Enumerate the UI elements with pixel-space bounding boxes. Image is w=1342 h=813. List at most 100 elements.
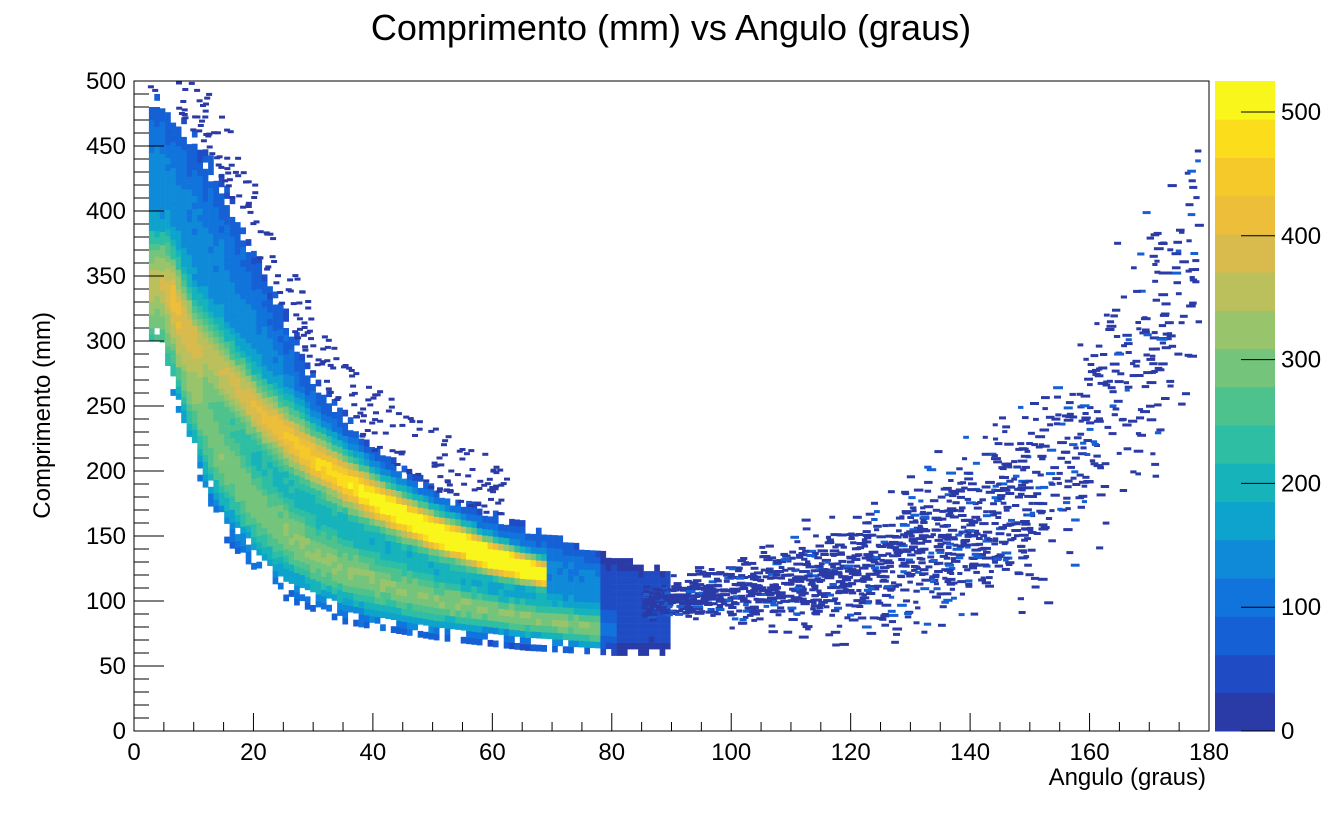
heatmap-cell [1022, 416, 1029, 420]
heatmap-cell [992, 484, 999, 488]
heatmap-cell [315, 392, 322, 400]
heatmap-cell [229, 379, 236, 387]
heatmap-cell [256, 301, 263, 309]
heatmap-cell [191, 312, 198, 320]
heatmap-cell [1065, 415, 1071, 419]
heatmap-cell [417, 578, 424, 586]
heatmap-cell [514, 617, 521, 624]
heatmap-cell [416, 420, 423, 424]
heatmap-cell [942, 576, 948, 580]
heatmap-cell [299, 425, 306, 433]
heatmap-cell [304, 498, 311, 506]
heatmap-cell [882, 569, 888, 573]
heatmap-cell [308, 317, 315, 321]
heatmap-cell [476, 567, 483, 574]
heatmap-cell [493, 484, 500, 488]
heatmap-cell [887, 588, 895, 592]
heatmap-cell [1026, 442, 1033, 445]
heatmap-cell [267, 305, 273, 313]
heatmap-cell [638, 616, 644, 624]
heatmap-cell [1087, 363, 1095, 366]
heatmap-cell [638, 629, 644, 637]
heatmap-cell [165, 307, 171, 314]
heatmap-cell [206, 145, 213, 149]
heatmap-cell [272, 525, 279, 533]
heatmap-cell [1095, 344, 1103, 348]
heatmap-cell [374, 558, 381, 566]
heatmap-cell [874, 528, 880, 532]
heatmap-cell [753, 571, 763, 575]
heatmap-cell [562, 607, 569, 615]
heatmap-cell [1025, 513, 1035, 517]
heatmap-cell [530, 546, 537, 554]
heatmap-cell [832, 545, 839, 549]
heatmap-cell [1151, 462, 1160, 466]
heatmap-cell [826, 573, 832, 577]
heatmap-cell [655, 587, 662, 591]
heatmap-cell [272, 493, 279, 500]
heatmap-cell [858, 601, 866, 605]
heatmap-cell [807, 549, 817, 553]
heatmap-cell [966, 523, 976, 527]
heatmap-cell [749, 577, 757, 581]
heatmap-cell [557, 561, 564, 569]
heatmap-cell [573, 575, 580, 583]
heatmap-cell [875, 601, 884, 605]
heatmap-cell [484, 482, 491, 486]
heatmap-cell [605, 603, 612, 611]
heatmap-cell [963, 435, 969, 439]
heatmap-cell [363, 498, 370, 505]
heatmap-cell [1076, 392, 1084, 396]
y-tick-label: 0 [113, 718, 126, 745]
heatmap-cell [224, 380, 230, 388]
heatmap-cell [229, 418, 236, 426]
heatmap-cell [986, 538, 993, 541]
heatmap-cell [720, 602, 728, 606]
heatmap-cell [875, 543, 881, 547]
heatmap-cell [930, 580, 937, 584]
heatmap-cell [789, 556, 796, 560]
heatmap-cell [369, 460, 375, 467]
heatmap-cell [256, 418, 263, 426]
heatmap-cell [428, 485, 435, 489]
heatmap-cell [568, 542, 574, 550]
heatmap-cell [310, 423, 316, 430]
heatmap-cell [769, 610, 778, 614]
heatmap-cell [573, 601, 580, 609]
heatmap-cell [245, 512, 252, 519]
heatmap-cell [235, 174, 242, 178]
heatmap-cell [401, 582, 408, 590]
heatmap-cell [1081, 416, 1091, 420]
heatmap-cell [320, 466, 327, 473]
heatmap-cell [148, 263, 155, 270]
heatmap-cell [654, 571, 660, 578]
heatmap-cell [728, 567, 736, 571]
heatmap-cell [331, 464, 338, 471]
heatmap-cell [1114, 380, 1124, 384]
heatmap-cell [654, 584, 660, 591]
heatmap-cell [705, 610, 713, 614]
heatmap-cell [412, 532, 418, 540]
heatmap-cell [498, 524, 504, 531]
heatmap-cell [557, 548, 564, 556]
heatmap-cell [213, 499, 220, 507]
heatmap-cell [277, 426, 284, 434]
heatmap-cell [371, 431, 378, 435]
heatmap-cell [148, 113, 155, 121]
heatmap-cell [202, 480, 209, 488]
heatmap-cell [191, 254, 198, 261]
heatmap-cell [385, 547, 392, 555]
heatmap-cell [412, 506, 418, 514]
heatmap-cell [369, 486, 375, 493]
heatmap-cell [245, 395, 252, 402]
heatmap-cell [810, 604, 820, 608]
heatmap-cell [948, 479, 954, 482]
heatmap-cell [648, 623, 655, 630]
heatmap-cell [213, 200, 220, 208]
heatmap-cell [170, 369, 177, 377]
heatmap-cell [390, 502, 397, 510]
heatmap-cell [202, 214, 209, 222]
heatmap-cell [1189, 301, 1197, 305]
heatmap-cell [738, 574, 746, 578]
heatmap-cell [315, 405, 322, 413]
